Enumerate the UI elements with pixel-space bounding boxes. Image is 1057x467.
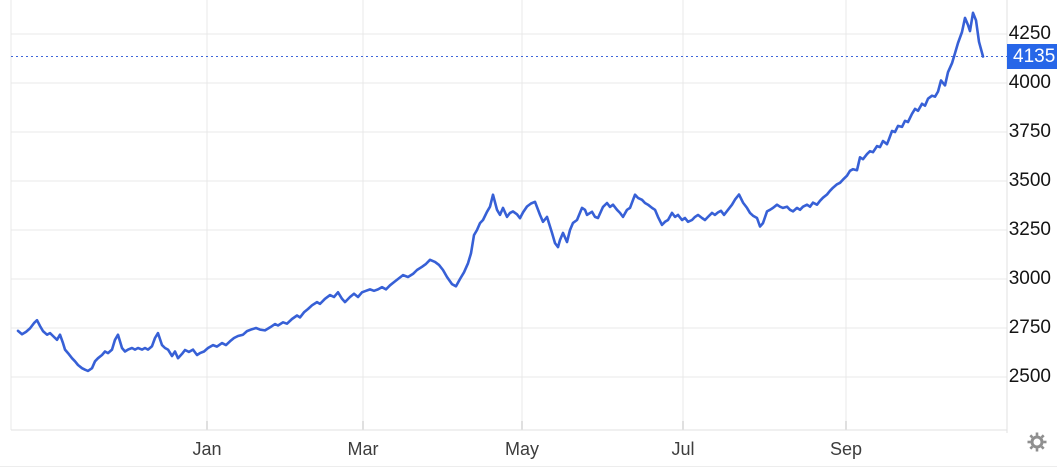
x-tick-label: Jul (671, 439, 695, 459)
x-tick-label: Jan (192, 439, 222, 459)
y-tick-label: 2750 (1008, 317, 1051, 338)
x-tick-label: Mar (347, 439, 379, 459)
x-tick-label: Sep (829, 439, 863, 459)
y-tick-label: 2500 (1008, 366, 1051, 387)
current-price-badge: 4135 (1007, 44, 1057, 70)
gear-icon (1027, 432, 1047, 452)
y-tick-label: 4250 (1008, 23, 1051, 44)
y-tick-label: 3250 (1008, 219, 1051, 240)
settings-gear-icon[interactable] (1026, 431, 1048, 453)
y-tick-label: 4000 (1008, 72, 1051, 93)
x-tick-label: May (504, 439, 540, 459)
current-price-value: 4135 (1013, 46, 1056, 68)
y-tick-label: 3000 (1008, 268, 1051, 289)
price-line-series (16, 11, 985, 373)
y-tick-label: 3500 (1008, 170, 1051, 191)
y-tick-label: 3750 (1008, 121, 1051, 142)
